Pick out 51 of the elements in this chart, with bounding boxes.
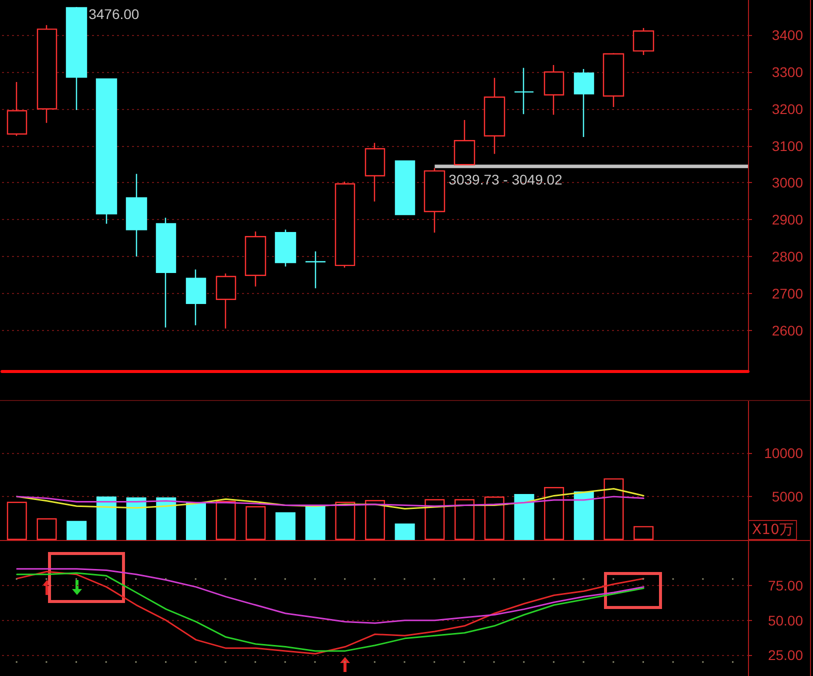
y-axis-title: X10万 (748, 520, 798, 540)
candlestick (484, 77, 506, 155)
bar (514, 494, 534, 540)
y-tick-label: 25.00 (768, 647, 804, 664)
bar (126, 497, 146, 540)
candlestick (514, 67, 534, 115)
y-tick-label: 3400 (772, 27, 804, 44)
candlestick (602, 52, 624, 108)
y-tick-label: 2900 (772, 212, 804, 228)
candlestick (394, 160, 416, 216)
y-tick-label: 10000 (764, 445, 804, 462)
candlestick (424, 167, 446, 234)
candlestick (632, 27, 654, 56)
line-series (16, 496, 644, 507)
annotation: 3476.00 (88, 6, 140, 22)
candlestick (364, 142, 386, 202)
y-tick-label: 3100 (772, 138, 804, 154)
candlestick (216, 272, 236, 330)
y-tick-label: 3300 (772, 64, 804, 80)
bar (186, 502, 206, 540)
candlestick (36, 24, 58, 124)
y-tick-label: 75.00 (768, 578, 804, 594)
candlestick (96, 78, 118, 224)
bar (96, 496, 116, 540)
bar (156, 497, 176, 540)
bar (305, 505, 326, 540)
candlestick (304, 250, 326, 289)
candlestick (6, 81, 28, 136)
candlestick (574, 68, 594, 138)
candlestick (244, 230, 266, 288)
candlestick (186, 268, 206, 326)
band-label: 3039.73 - 3049.02 (448, 172, 563, 188)
candlestick (66, 6, 88, 111)
y-tick-label: 3000 (772, 174, 804, 191)
y-tick-label: 2700 (772, 285, 804, 302)
candlestick (334, 181, 356, 268)
y-tick-label: 50.00 (768, 612, 804, 628)
bar (394, 523, 415, 540)
candlestick (544, 64, 564, 116)
bar (574, 491, 594, 540)
y-tick-label: 2600 (772, 322, 804, 338)
line-series (16, 568, 644, 624)
candlestick (454, 119, 476, 166)
bar (66, 520, 87, 540)
candlestick (156, 217, 176, 328)
candlestick (274, 229, 296, 268)
bar (275, 512, 296, 540)
candlestick (126, 173, 148, 258)
y-tick-label: 5000 (772, 488, 804, 505)
y-tick-label: 2800 (772, 248, 804, 265)
y-tick-label: 3200 (772, 100, 804, 117)
